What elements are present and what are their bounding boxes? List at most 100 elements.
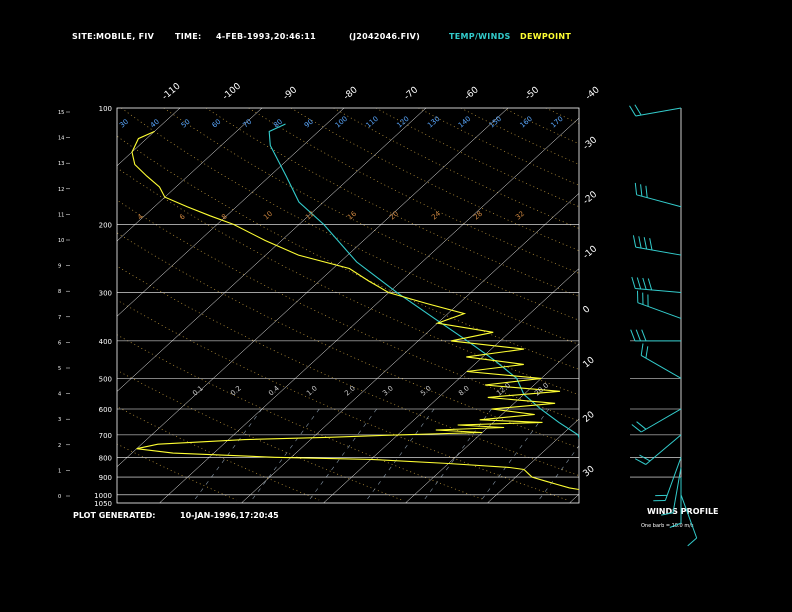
pressure-tick-label: 900	[99, 474, 112, 482]
file-value: (J2042046.FIV)	[349, 32, 421, 41]
right-temp-label: 20	[582, 410, 597, 425]
wind-barb-flag	[640, 343, 644, 356]
wind-barb-flag	[641, 329, 647, 342]
wind-barb-flag	[631, 276, 636, 289]
dry-adiabat-line	[418, 108, 579, 186]
pressure-tick-label: 800	[99, 454, 112, 462]
temperature-line	[268, 123, 579, 440]
wind-barb-flag	[645, 185, 648, 198]
wind-barb-flag	[639, 454, 651, 462]
height-tick-label: 3	[58, 417, 61, 423]
wind-barb	[640, 408, 682, 433]
mixing-ratio-line	[364, 408, 435, 503]
adiabat-label: 70	[241, 118, 253, 130]
wind-barb	[645, 434, 682, 465]
dry-adiabat-line	[631, 108, 792, 500]
mixing-ratio-label: 16	[346, 209, 358, 221]
height-tick-label: 7	[58, 315, 61, 321]
dry-adiabat-line	[163, 108, 579, 321]
isotherm-line	[0, 108, 98, 503]
wind-barb-flag	[638, 236, 642, 249]
top-temp-label: -80	[342, 85, 360, 102]
adiabat-label: 170	[549, 115, 564, 130]
adiabat-label: 100	[334, 115, 349, 130]
winds-profile-title: WINDS PROFILE	[647, 507, 719, 516]
wind-barb	[680, 494, 698, 539]
height-tick-label: 15	[58, 110, 64, 116]
dry-adiabat-line	[117, 334, 485, 501]
mixing-ratio-label: 10	[262, 210, 274, 222]
dry-adiabat-line	[117, 406, 320, 501]
dry-adiabat-line	[117, 135, 579, 370]
wind-barb	[637, 302, 682, 319]
wind-barb	[636, 194, 682, 208]
adiabat-label: 50	[180, 118, 192, 130]
right-temp-label: 30	[582, 464, 597, 479]
pressure-tick-label: 700	[99, 432, 112, 440]
wind-barb-flag	[645, 346, 649, 359]
right-temp-label: -30	[582, 135, 600, 152]
height-tick-label: 10	[58, 238, 64, 244]
mixing-ratio-line	[192, 408, 263, 503]
isotherm-line	[117, 108, 263, 242]
lower-label: 0.2	[229, 384, 243, 397]
dry-adiabat-line	[333, 108, 579, 229]
winds-scale-note: One barb = 10.0 m/s	[641, 523, 694, 529]
height-tick-label: 5	[58, 366, 61, 372]
adiabat-label: 110	[365, 115, 380, 130]
wind-barb-flag	[630, 329, 636, 342]
legend-dewpoint: DEWPOINT	[520, 32, 572, 41]
pressure-tick-label: 1050	[94, 500, 112, 508]
site-label: SITE:	[72, 32, 97, 41]
plot-generated-label: PLOT GENERATED:	[73, 511, 156, 520]
wind-barb-flag	[629, 105, 637, 117]
wind-barb-flag	[649, 238, 653, 251]
wind-barb-flag	[669, 522, 682, 528]
lower-label: 0.4	[267, 384, 281, 398]
pressure-tick-label: 400	[99, 338, 112, 346]
wind-barb-flag	[634, 458, 647, 465]
wind-barb-flag	[687, 537, 698, 547]
mixing-ratio-label: 20	[388, 210, 400, 222]
right-temp-label: 0	[582, 304, 593, 316]
wind-barb	[635, 288, 682, 294]
mixing-ratio-label: 12	[304, 210, 316, 222]
wind-barb-flag	[640, 184, 643, 197]
mixing-ratio-label: 32	[514, 210, 526, 222]
height-tick-label: 2	[58, 443, 61, 449]
pressure-tick-label: 1000	[94, 492, 112, 500]
wind-barb	[664, 457, 682, 501]
adiabat-label: 40	[149, 118, 161, 130]
isotherm-line	[117, 108, 181, 167]
pressure-tick-label: 200	[99, 221, 112, 229]
height-tick-label: 14	[58, 136, 64, 142]
wind-barb	[640, 354, 682, 379]
dry-adiabat-line	[375, 108, 579, 208]
lower-label: 3.0	[381, 384, 395, 397]
lower-label: 1.0	[305, 384, 319, 397]
mixing-ratio-label: 8	[220, 213, 229, 222]
time-label: TIME:	[175, 32, 202, 41]
lower-label: 8.0	[457, 384, 471, 397]
lower-label: 0.1	[191, 384, 205, 397]
adiabat-label: 150	[488, 115, 503, 130]
plot-generated-value: 10-JAN-1996,17:20:45	[180, 511, 279, 520]
mixing-ratio-line	[249, 408, 320, 503]
site-value: MOBILE, FIV	[96, 32, 155, 41]
time-value: 4-FEB-1993,20:46:11	[216, 32, 317, 41]
isotherm-line	[733, 108, 792, 503]
wind-barb	[635, 107, 682, 117]
mixing-ratio-line	[479, 408, 550, 503]
right-temp-label: -10	[582, 244, 600, 261]
dry-adiabat-line	[588, 108, 792, 500]
dry-adiabat-line	[117, 232, 579, 449]
mixing-ratio-line	[709, 409, 779, 503]
height-tick-label: 12	[58, 187, 64, 193]
dry-adiabat-line	[117, 299, 568, 501]
height-tick-label: 1	[58, 468, 61, 474]
wind-barb-flag	[631, 424, 642, 433]
top-temp-label: -40	[584, 85, 602, 102]
wind-barb-flag	[642, 277, 647, 290]
dry-adiabat-line	[545, 108, 579, 125]
